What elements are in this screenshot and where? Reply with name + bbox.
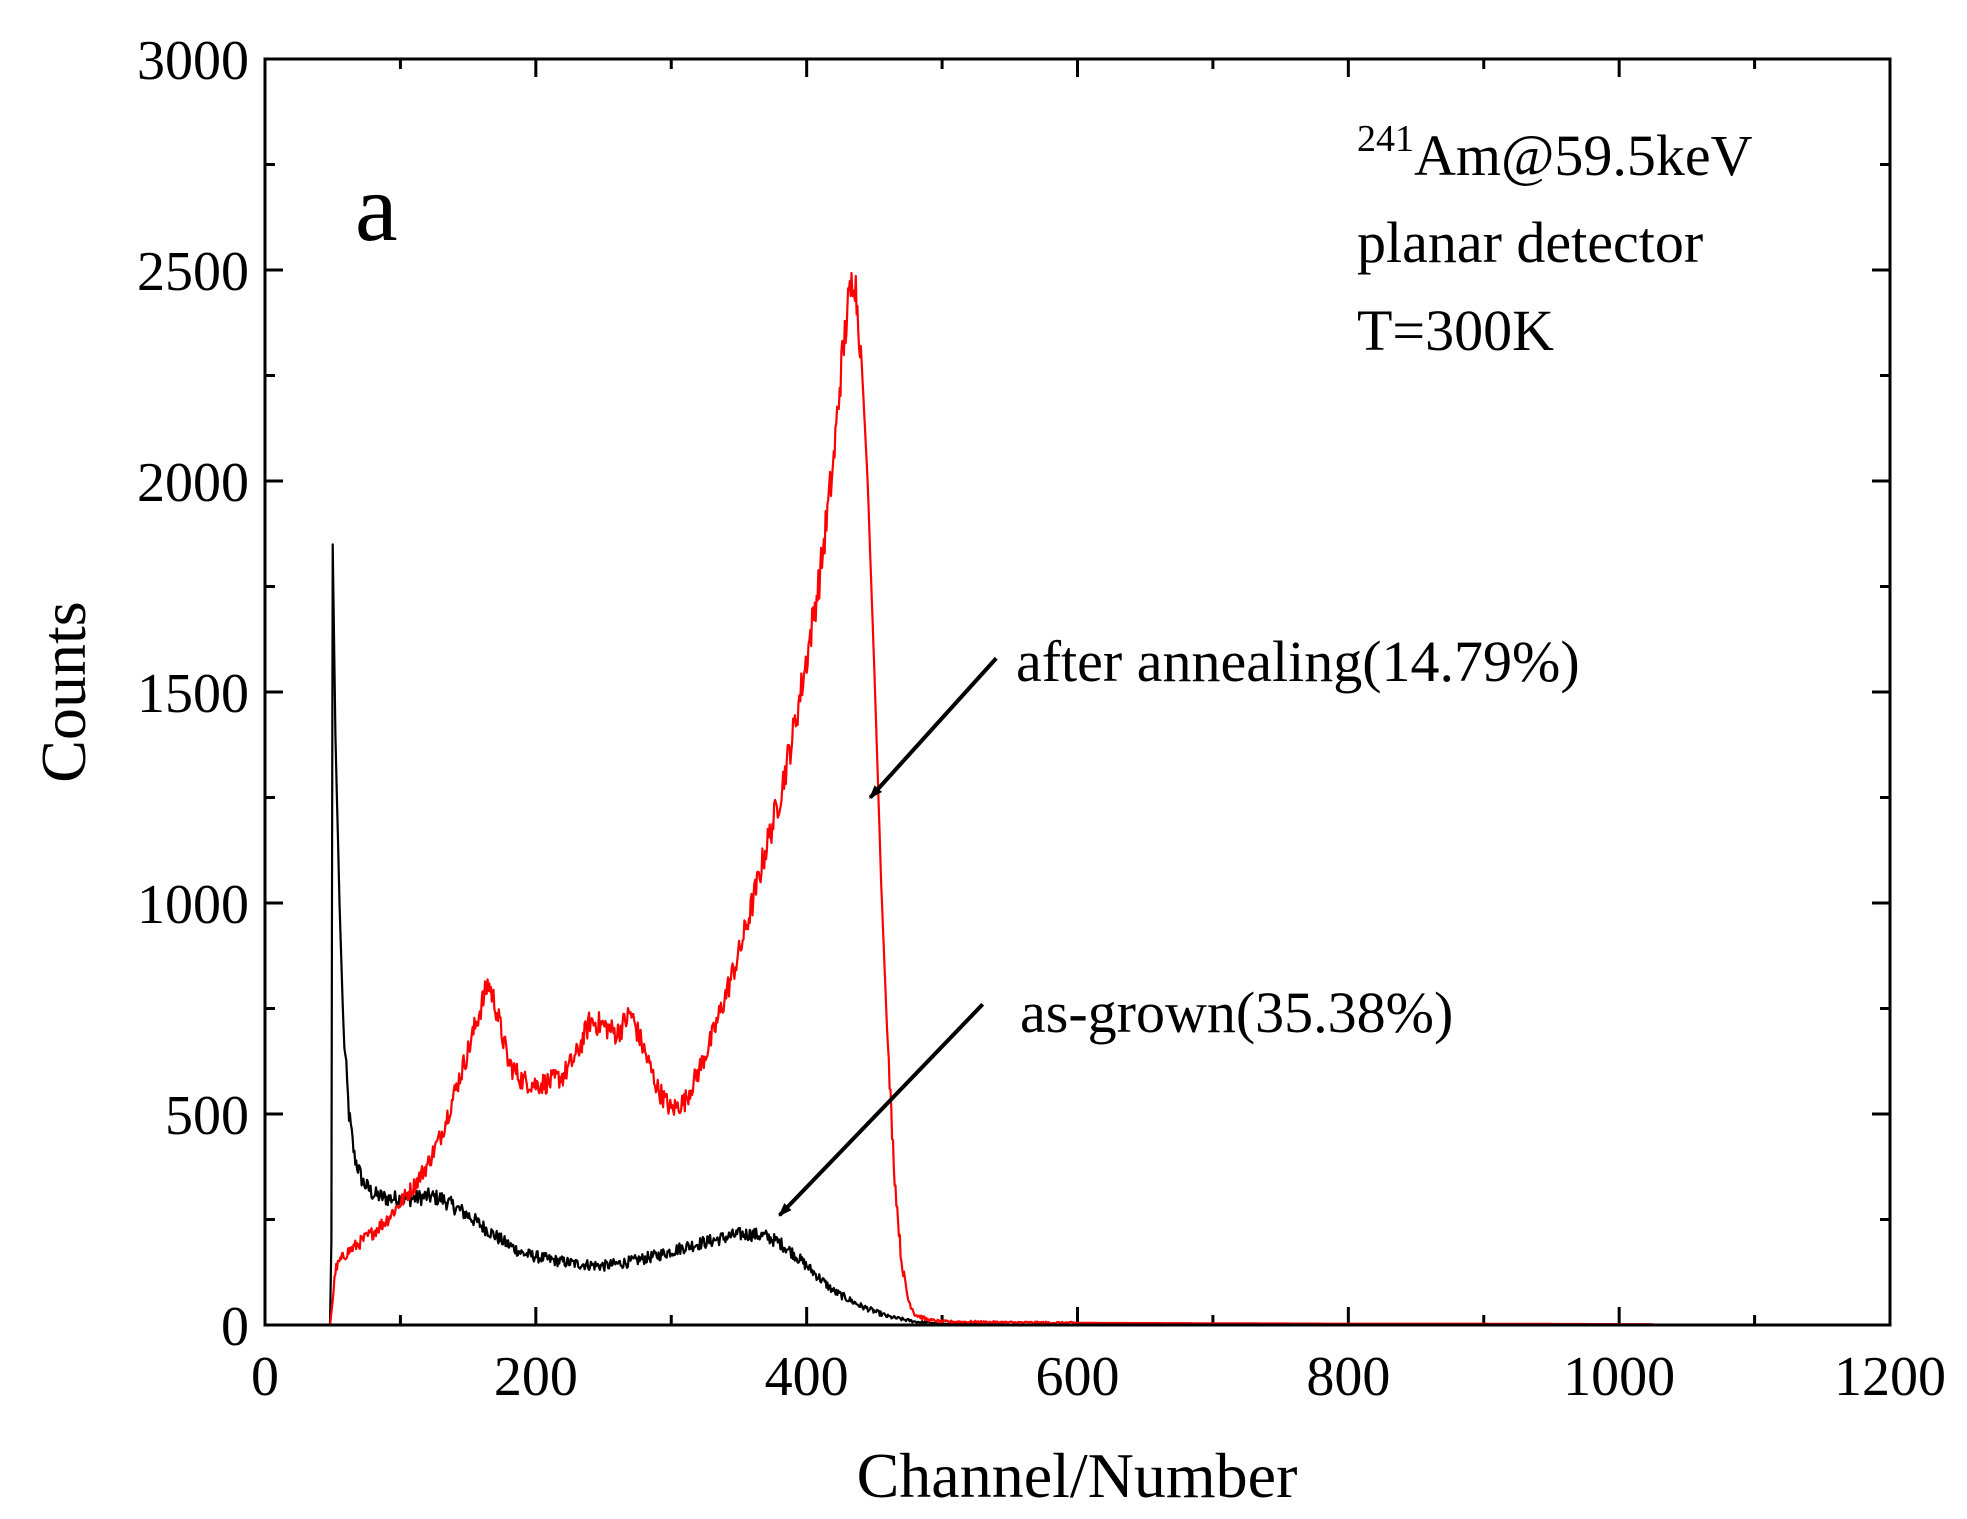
annotation-arrows [778,656,998,1217]
x-tick-label: 0 [251,1346,279,1408]
detector-label: planar detector [1357,210,1703,275]
data-series [264,271,1654,1327]
after-annealing-annotation: after annealing(14.79%) [1016,629,1580,694]
x-tick-label: 1000 [1563,1346,1675,1408]
x-tick-label: 600 [1036,1346,1120,1408]
y-tick-label: 1000 [137,874,249,936]
after-annealing-spectrum-line [264,271,1654,1327]
as-grown-arrow [778,1002,985,1217]
x-axis-label: Channel/Number [857,1440,1298,1511]
y-tick-label: 0 [221,1296,249,1358]
x-tick-label: 1200 [1834,1346,1946,1408]
plot-frame [263,57,1892,1327]
isotope-mass-superscript: 241 [1357,118,1414,160]
x-tick-label: 200 [494,1346,578,1408]
y-tick-labels: 0 500 1000 1500 2000 2500 3000 [137,30,249,1358]
y-tick-label: 1500 [137,663,249,725]
as-grown-annotation: as-grown(35.38%) [1020,980,1453,1045]
after-annealing-arrow [868,656,998,799]
y-tick-label: 2500 [137,241,249,303]
y-axis-label: Counts [28,601,99,782]
source-label: 241Am@59.5keV [1357,118,1753,188]
y-tick-label: 500 [165,1085,249,1147]
x-tick-label: 400 [765,1346,849,1408]
temperature-label: T=300K [1357,298,1554,363]
source-name: Am@59.5keV [1414,123,1753,188]
y-tick-label: 3000 [137,30,249,92]
x-tick-labels: 0 200 400 600 800 1000 1200 [251,1346,1946,1408]
panel-label: a [355,154,398,261]
y-tick-label: 2000 [137,452,249,514]
x-tick-label: 800 [1306,1346,1390,1408]
